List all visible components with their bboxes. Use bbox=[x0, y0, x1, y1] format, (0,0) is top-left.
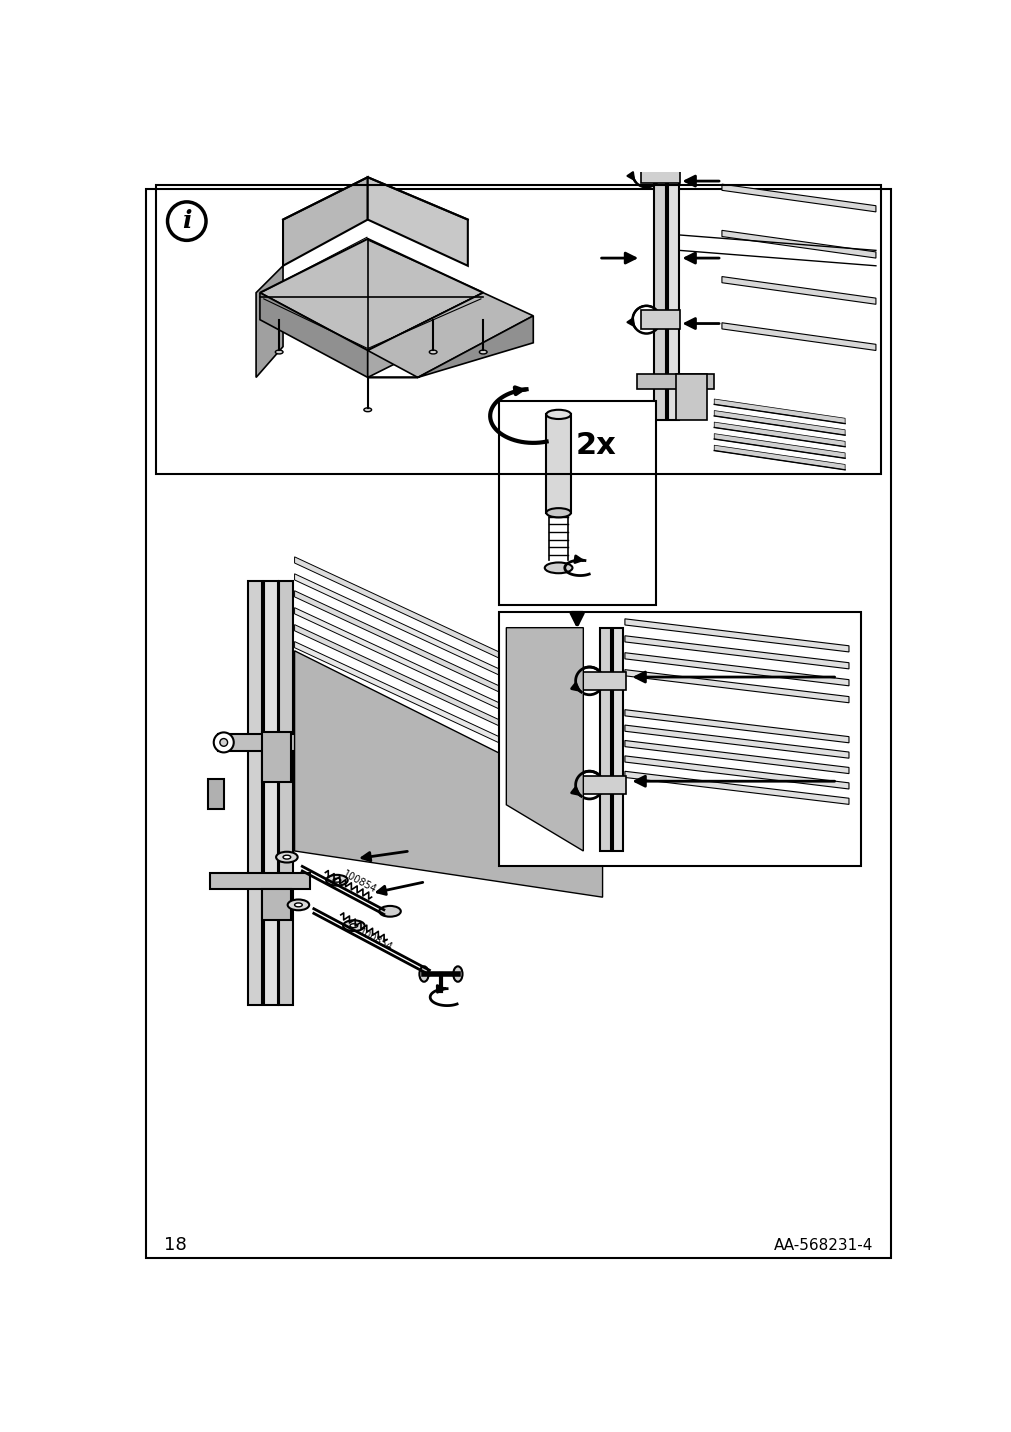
Text: 18: 18 bbox=[164, 1236, 186, 1254]
Polygon shape bbox=[367, 316, 533, 378]
Polygon shape bbox=[624, 756, 848, 789]
Polygon shape bbox=[256, 266, 283, 378]
Polygon shape bbox=[294, 557, 625, 717]
Ellipse shape bbox=[326, 875, 348, 885]
Ellipse shape bbox=[343, 921, 364, 931]
Circle shape bbox=[213, 732, 234, 752]
Ellipse shape bbox=[479, 349, 486, 354]
Bar bbox=[498, 401, 656, 604]
Polygon shape bbox=[721, 322, 876, 351]
Polygon shape bbox=[260, 292, 367, 378]
Polygon shape bbox=[637, 374, 714, 390]
Polygon shape bbox=[714, 434, 844, 458]
Polygon shape bbox=[714, 400, 844, 424]
Circle shape bbox=[219, 739, 227, 746]
Bar bbox=[209, 872, 309, 889]
Polygon shape bbox=[294, 624, 625, 785]
Polygon shape bbox=[624, 670, 848, 703]
Polygon shape bbox=[367, 178, 467, 266]
Text: 2x: 2x bbox=[575, 431, 617, 460]
Ellipse shape bbox=[419, 967, 429, 982]
Bar bbox=[640, 311, 679, 329]
Polygon shape bbox=[294, 607, 625, 768]
Polygon shape bbox=[624, 740, 848, 773]
Text: 100854: 100854 bbox=[357, 927, 393, 954]
Polygon shape bbox=[294, 676, 625, 836]
Ellipse shape bbox=[544, 563, 572, 573]
Polygon shape bbox=[506, 627, 582, 851]
Polygon shape bbox=[721, 231, 876, 258]
Ellipse shape bbox=[453, 967, 462, 982]
Bar bbox=[217, 735, 309, 750]
Ellipse shape bbox=[429, 349, 437, 354]
Bar bbox=[653, 135, 666, 420]
Ellipse shape bbox=[350, 924, 357, 928]
Polygon shape bbox=[624, 725, 848, 758]
Bar bbox=[264, 581, 277, 1005]
Polygon shape bbox=[294, 574, 625, 735]
Ellipse shape bbox=[546, 410, 570, 420]
Ellipse shape bbox=[546, 508, 570, 517]
Polygon shape bbox=[714, 422, 844, 447]
Bar bbox=[582, 776, 625, 795]
Polygon shape bbox=[624, 636, 848, 669]
Polygon shape bbox=[283, 178, 367, 266]
Bar bbox=[248, 581, 262, 1005]
Polygon shape bbox=[294, 591, 625, 750]
Ellipse shape bbox=[364, 408, 371, 411]
Bar bbox=[675, 374, 706, 420]
Bar bbox=[498, 613, 859, 866]
Polygon shape bbox=[721, 185, 876, 212]
Ellipse shape bbox=[287, 899, 309, 911]
Polygon shape bbox=[260, 239, 483, 351]
Bar bbox=[546, 414, 570, 513]
Bar bbox=[262, 732, 291, 782]
Text: 100854: 100854 bbox=[341, 869, 378, 895]
Bar bbox=[262, 889, 291, 921]
Ellipse shape bbox=[333, 878, 341, 882]
Bar bbox=[156, 185, 881, 474]
Polygon shape bbox=[294, 650, 602, 898]
Bar bbox=[208, 779, 223, 809]
Ellipse shape bbox=[276, 852, 297, 862]
Polygon shape bbox=[624, 710, 848, 743]
Polygon shape bbox=[624, 619, 848, 652]
Polygon shape bbox=[714, 411, 844, 435]
Bar bbox=[640, 165, 679, 183]
Polygon shape bbox=[624, 653, 848, 686]
Ellipse shape bbox=[275, 349, 283, 354]
Bar bbox=[582, 672, 625, 690]
Bar bbox=[279, 581, 293, 1005]
Bar bbox=[612, 627, 623, 851]
Polygon shape bbox=[367, 292, 533, 378]
Ellipse shape bbox=[379, 906, 400, 916]
Text: AA-568231-4: AA-568231-4 bbox=[773, 1237, 872, 1253]
Ellipse shape bbox=[283, 855, 290, 859]
Polygon shape bbox=[294, 642, 625, 802]
Text: i: i bbox=[182, 209, 191, 233]
Polygon shape bbox=[367, 292, 483, 378]
Polygon shape bbox=[714, 445, 844, 470]
Bar bbox=[600, 627, 611, 851]
Polygon shape bbox=[721, 276, 876, 304]
Polygon shape bbox=[294, 659, 625, 819]
Polygon shape bbox=[624, 772, 848, 805]
Bar bbox=[667, 135, 678, 420]
Ellipse shape bbox=[294, 904, 302, 906]
